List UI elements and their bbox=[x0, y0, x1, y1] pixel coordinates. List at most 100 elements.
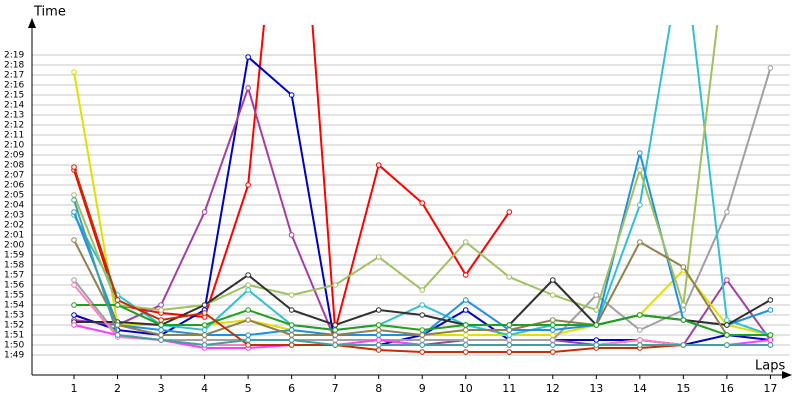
x-tick-label: 17 bbox=[763, 382, 777, 395]
x-tick-label: 14 bbox=[633, 382, 647, 395]
y-tick-label: 2:06 bbox=[4, 181, 24, 191]
point bbox=[419, 342, 426, 348]
point bbox=[419, 287, 426, 293]
y-tick-label: 2:03 bbox=[4, 211, 24, 221]
point bbox=[71, 192, 77, 198]
point bbox=[114, 302, 121, 308]
x-tick-label: 15 bbox=[676, 382, 690, 395]
y-tick-label: 2:00 bbox=[4, 241, 24, 251]
point bbox=[680, 317, 687, 323]
y-tick-label: 1:55 bbox=[4, 291, 24, 301]
point bbox=[637, 327, 643, 333]
point bbox=[767, 332, 774, 338]
point bbox=[332, 327, 338, 333]
point bbox=[549, 292, 556, 298]
point bbox=[114, 297, 121, 303]
x-tick-label: 1 bbox=[71, 382, 78, 395]
point bbox=[288, 332, 295, 338]
point bbox=[332, 337, 338, 343]
point bbox=[245, 272, 251, 278]
y-tick-label: 1:58 bbox=[4, 261, 24, 271]
point bbox=[288, 342, 295, 348]
x-tick-label: 4 bbox=[201, 382, 208, 395]
point bbox=[637, 239, 643, 245]
plot-area bbox=[71, 25, 774, 355]
y-tick-label: 2:01 bbox=[4, 231, 24, 241]
point bbox=[767, 65, 774, 71]
point bbox=[724, 332, 730, 338]
y-tick-label: 2:05 bbox=[4, 191, 24, 201]
y-tick-label: 2:04 bbox=[4, 201, 24, 211]
point bbox=[767, 342, 774, 348]
point bbox=[71, 277, 77, 283]
point bbox=[549, 332, 556, 338]
point bbox=[419, 312, 426, 318]
point bbox=[158, 322, 164, 328]
point bbox=[767, 337, 774, 343]
x-tick-label: 7 bbox=[332, 382, 339, 395]
x-tick-label: 12 bbox=[546, 382, 560, 395]
point bbox=[593, 322, 600, 328]
point bbox=[724, 209, 730, 215]
point bbox=[506, 327, 513, 333]
point bbox=[637, 202, 643, 208]
point bbox=[375, 332, 382, 338]
x-tick-label: 5 bbox=[245, 382, 252, 395]
point bbox=[245, 337, 251, 343]
point bbox=[114, 322, 121, 328]
point bbox=[593, 307, 600, 313]
point bbox=[71, 197, 77, 203]
y-tick-label: 2:10 bbox=[4, 141, 24, 151]
point bbox=[158, 317, 164, 323]
point bbox=[724, 317, 730, 323]
point bbox=[158, 332, 164, 338]
y-tick-label: 2:07 bbox=[4, 171, 24, 181]
point bbox=[375, 327, 382, 333]
series-line bbox=[73, 25, 719, 312]
x-axis-title: Laps bbox=[755, 359, 785, 374]
point bbox=[506, 332, 513, 338]
point bbox=[245, 182, 251, 188]
y-tick-label: 1:49 bbox=[4, 351, 24, 361]
x-tick-label: 16 bbox=[720, 382, 734, 395]
point bbox=[201, 310, 208, 316]
point bbox=[724, 322, 730, 328]
point bbox=[680, 342, 687, 348]
point bbox=[375, 342, 382, 348]
point bbox=[462, 272, 469, 278]
y-tick-label: 2:12 bbox=[4, 121, 24, 131]
point bbox=[637, 312, 643, 318]
point bbox=[71, 237, 77, 243]
point bbox=[462, 337, 469, 343]
point bbox=[245, 85, 251, 91]
series-line bbox=[73, 25, 511, 331]
point bbox=[593, 337, 600, 343]
point bbox=[549, 342, 556, 348]
x-tick-label: 3 bbox=[158, 382, 165, 395]
point bbox=[637, 337, 643, 343]
point bbox=[158, 337, 164, 343]
y-tick-label: 2:11 bbox=[4, 131, 24, 141]
point bbox=[245, 282, 251, 288]
point bbox=[201, 322, 208, 328]
point bbox=[71, 164, 77, 170]
point bbox=[375, 307, 382, 313]
x-tick-label: 9 bbox=[419, 382, 426, 395]
point bbox=[288, 232, 295, 238]
point bbox=[549, 349, 556, 355]
point bbox=[245, 342, 251, 348]
point bbox=[71, 312, 77, 318]
point bbox=[637, 167, 643, 173]
point bbox=[419, 302, 426, 308]
point bbox=[419, 349, 426, 355]
point bbox=[462, 342, 469, 348]
series-line bbox=[73, 199, 771, 347]
point bbox=[462, 239, 469, 245]
point bbox=[71, 322, 77, 328]
point bbox=[419, 332, 426, 338]
point bbox=[201, 337, 208, 343]
point bbox=[506, 274, 513, 280]
y-tick-label: 2:15 bbox=[4, 91, 24, 101]
point bbox=[462, 332, 469, 338]
point bbox=[724, 277, 730, 283]
